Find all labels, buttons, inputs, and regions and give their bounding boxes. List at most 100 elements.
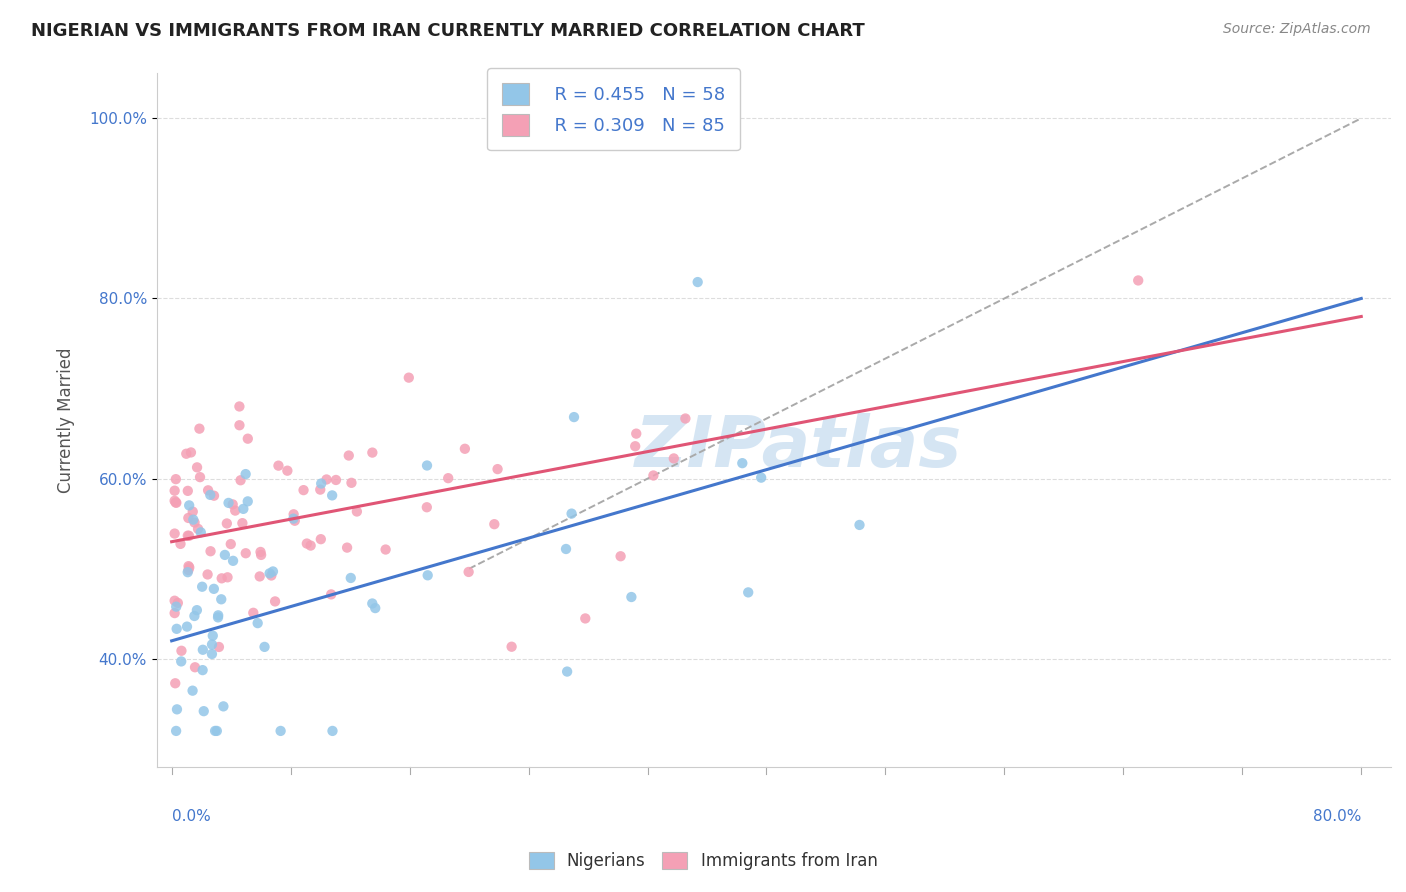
Point: [202, 489, 225, 503]
Point: [260, 568, 283, 582]
Point: [229, 473, 252, 487]
Point: [165, 496, 187, 510]
Point: [236, 494, 259, 508]
Point: [177, 529, 200, 543]
Point: [169, 537, 191, 551]
Point: [454, 442, 477, 456]
Point: [202, 582, 225, 596]
Point: [267, 458, 290, 473]
Point: [201, 638, 224, 652]
Text: 0.0%: 0.0%: [172, 809, 211, 824]
Point: [165, 599, 187, 614]
Point: [283, 511, 305, 525]
Legend:   R = 0.455   N = 58,   R = 0.309   N = 85: R = 0.455 N = 58, R = 0.309 N = 85: [486, 69, 740, 151]
Point: [190, 525, 212, 540]
Point: [186, 460, 208, 475]
Point: [181, 505, 204, 519]
Point: [163, 526, 186, 541]
Point: [166, 622, 188, 636]
Point: [217, 570, 239, 584]
Point: [232, 501, 254, 516]
Point: [165, 472, 187, 486]
Point: [209, 592, 232, 607]
Point: [339, 571, 361, 585]
Point: [187, 522, 209, 536]
Point: [165, 723, 187, 738]
Point: [208, 640, 231, 654]
Point: [364, 601, 387, 615]
Point: [219, 537, 242, 551]
Point: [176, 619, 198, 633]
Point: [174, 447, 197, 461]
Point: [228, 400, 250, 414]
Point: [309, 532, 332, 546]
Point: [315, 473, 337, 487]
Point: [205, 723, 228, 738]
Point: [416, 568, 439, 582]
Point: [163, 483, 186, 498]
Point: [626, 426, 648, 441]
Point: [191, 580, 214, 594]
Point: [321, 488, 343, 502]
Point: [749, 470, 772, 484]
Point: [336, 541, 359, 555]
Point: [179, 560, 201, 574]
Point: [191, 642, 214, 657]
Legend: Nigerians, Immigrants from Iran: Nigerians, Immigrants from Iran: [522, 845, 884, 877]
Point: [177, 559, 200, 574]
Point: [177, 483, 200, 498]
Point: [555, 665, 578, 679]
Point: [188, 470, 211, 484]
Point: [200, 544, 222, 558]
Point: [416, 500, 439, 515]
Point: [555, 541, 578, 556]
Point: [231, 516, 253, 530]
Point: [1128, 273, 1150, 287]
Point: [264, 594, 287, 608]
Point: [170, 654, 193, 668]
Point: [731, 456, 754, 470]
Point: [484, 517, 506, 532]
Point: [166, 596, 188, 610]
Point: [184, 660, 207, 674]
Point: [179, 499, 201, 513]
Point: [501, 640, 523, 654]
Point: [284, 514, 307, 528]
Point: [181, 683, 204, 698]
Point: [457, 565, 479, 579]
Point: [201, 647, 224, 661]
Point: [235, 467, 257, 481]
Y-axis label: Currently Married: Currently Married: [58, 347, 75, 493]
Point: [207, 610, 229, 624]
Point: [309, 483, 332, 497]
Point: [361, 445, 384, 459]
Point: [214, 548, 236, 562]
Point: [165, 495, 187, 509]
Point: [253, 640, 276, 654]
Point: [242, 606, 264, 620]
Point: [574, 611, 596, 625]
Point: [283, 508, 305, 522]
Point: [197, 483, 219, 498]
Point: [201, 629, 224, 643]
Point: [165, 676, 187, 690]
Point: [624, 439, 647, 453]
Point: [163, 593, 186, 607]
Point: [299, 539, 322, 553]
Point: [215, 516, 238, 531]
Point: [486, 462, 509, 476]
Point: [207, 608, 229, 623]
Point: [321, 587, 343, 601]
Point: [374, 542, 396, 557]
Text: 80.0%: 80.0%: [1313, 809, 1361, 824]
Point: [848, 518, 870, 533]
Point: [177, 529, 200, 543]
Point: [337, 449, 360, 463]
Text: NIGERIAN VS IMMIGRANTS FROM IRAN CURRENTLY MARRIED CORRELATION CHART: NIGERIAN VS IMMIGRANTS FROM IRAN CURRENT…: [31, 22, 865, 40]
Point: [197, 567, 219, 582]
Point: [177, 565, 200, 579]
Point: [259, 566, 281, 581]
Point: [292, 483, 315, 497]
Point: [270, 723, 292, 738]
Point: [177, 511, 200, 525]
